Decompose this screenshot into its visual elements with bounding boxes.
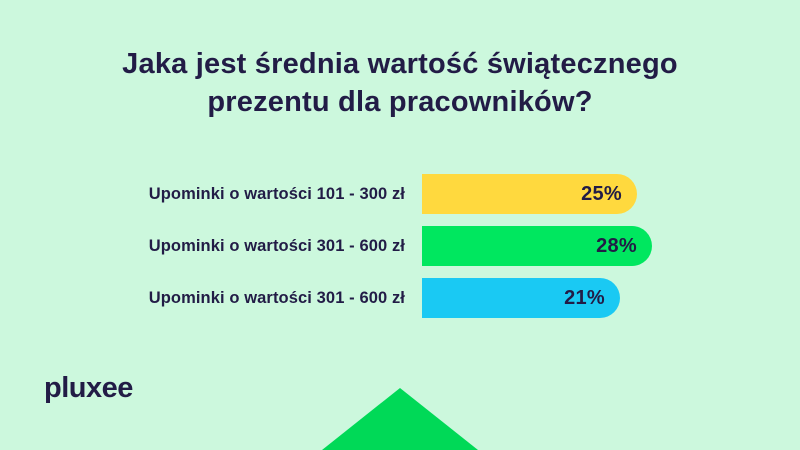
bar-label: Upominki o wartości 101 - 300 zł xyxy=(148,185,405,203)
bar-value-label: 28% xyxy=(596,234,637,257)
bar-green: 28% xyxy=(422,226,652,266)
pluxee-logo: pluxee xyxy=(44,372,133,404)
bar-value-label: 21% xyxy=(564,286,605,309)
bar-blue: 21% xyxy=(422,278,620,318)
bar-yellow: 25% xyxy=(422,174,637,214)
bar-row: Upominki o wartości 301 - 600 zł 21% xyxy=(0,278,800,318)
bar-label: Upominki o wartości 301 - 600 zł xyxy=(148,289,405,307)
bar-row: Upominki o wartości 101 - 300 zł 25% xyxy=(0,174,800,214)
bar-label: Upominki o wartości 301 - 600 zł xyxy=(148,237,405,255)
page-title: Jaka jest średnia wartość świątecznego p… xyxy=(122,48,678,118)
bar-row: Upominki o wartości 301 - 600 zł 28% xyxy=(0,226,800,266)
bar-value-label: 25% xyxy=(581,182,622,205)
